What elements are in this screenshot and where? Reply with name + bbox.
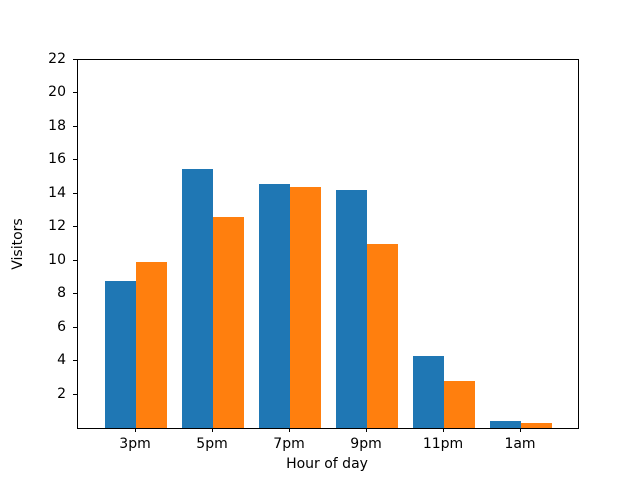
y-tick-mark	[73, 394, 77, 395]
y-tick-label: 10	[48, 252, 66, 268]
y-tick-mark	[73, 260, 77, 261]
y-tick-label: 16	[48, 151, 66, 167]
bar-series-2-orange-11pm	[444, 381, 475, 428]
y-tick-label: 4	[57, 352, 66, 368]
y-tick-label: 6	[57, 319, 66, 335]
y-tick-mark	[73, 360, 77, 361]
y-tick-mark	[73, 59, 77, 60]
y-tick-label: 22	[48, 51, 66, 67]
y-tick-mark	[73, 92, 77, 93]
x-tick-mark	[366, 428, 367, 432]
y-tick-mark	[73, 327, 77, 328]
x-tick-mark	[289, 428, 290, 432]
x-tick-mark	[212, 428, 213, 432]
x-tick-label: 3pm	[119, 436, 151, 452]
y-tick-label: 14	[48, 185, 66, 201]
bar-series-1-blue-11pm	[413, 356, 444, 428]
bar-series-1-blue-9pm	[336, 190, 367, 428]
x-tick-label: 5pm	[196, 436, 228, 452]
bar-series-1-blue-5pm	[182, 169, 213, 428]
bar-series-1-blue-3pm	[105, 281, 136, 428]
y-tick-mark	[73, 226, 77, 227]
bar-series-2-orange-9pm	[367, 244, 398, 428]
bar-series-1-blue-1am	[490, 421, 521, 428]
x-tick-label: 11pm	[422, 436, 464, 452]
y-tick-mark	[73, 159, 77, 160]
bar-series-2-orange-5pm	[213, 217, 244, 428]
y-tick-mark	[73, 126, 77, 127]
y-tick-mark	[73, 193, 77, 194]
x-tick-label: 1am	[504, 436, 536, 452]
bar-series-2-orange-3pm	[136, 262, 167, 428]
bar-series-1-blue-7pm	[259, 184, 290, 428]
plot-area	[77, 59, 579, 429]
x-tick-mark	[135, 428, 136, 432]
y-tick-label: 12	[48, 218, 66, 234]
x-axis-label: Hour of day	[286, 456, 368, 472]
x-tick-mark	[520, 428, 521, 432]
bar-series-2-orange-1am	[521, 423, 552, 428]
y-tick-label: 18	[48, 118, 66, 134]
y-tick-mark	[73, 293, 77, 294]
x-tick-mark	[443, 428, 444, 432]
y-axis-label: Visitors	[10, 218, 26, 270]
y-tick-label: 2	[57, 386, 66, 402]
y-tick-label: 8	[57, 285, 66, 301]
x-tick-label: 9pm	[350, 436, 382, 452]
bar-series-2-orange-7pm	[290, 187, 321, 428]
y-tick-label: 20	[48, 84, 66, 100]
bars-layer	[78, 60, 578, 428]
x-tick-label: 7pm	[273, 436, 305, 452]
